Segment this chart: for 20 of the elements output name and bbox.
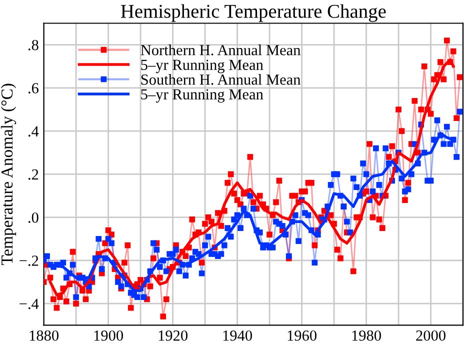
legend-label: 5–yr Running Mean [141, 89, 264, 103]
y-tick-label: .2 [28, 169, 38, 180]
y-axis-title: Temperature Anomaly (°C) [0, 84, 16, 266]
y-tick-label: .8 [28, 40, 38, 50]
y-tick-label: .4 [28, 126, 39, 137]
y-tick-label: −.2 [20, 256, 38, 266]
x-tick-label: 1980 [352, 330, 381, 341]
legend-label: 5–yr Running Mean [141, 60, 264, 74]
legend-label: Northern H. Annual Mean [140, 44, 301, 56]
x-tick-label: 1920 [158, 330, 188, 341]
x-tick-label: 1940 [223, 330, 252, 341]
y-tick-label: .0 [28, 212, 38, 223]
y-tick-label: .6 [28, 83, 38, 94]
legend-label: Southern H. Annual Mean [141, 74, 301, 85]
chart-title: Hemispheric Temperature Change [120, 4, 386, 22]
y-tick-label: −.4 [20, 298, 39, 310]
x-tick-label: 1900 [94, 330, 123, 341]
x-tick-label: 2000 [416, 330, 446, 341]
x-tick-label: 1880 [30, 330, 58, 341]
x-tick-label: 1960 [288, 330, 316, 341]
